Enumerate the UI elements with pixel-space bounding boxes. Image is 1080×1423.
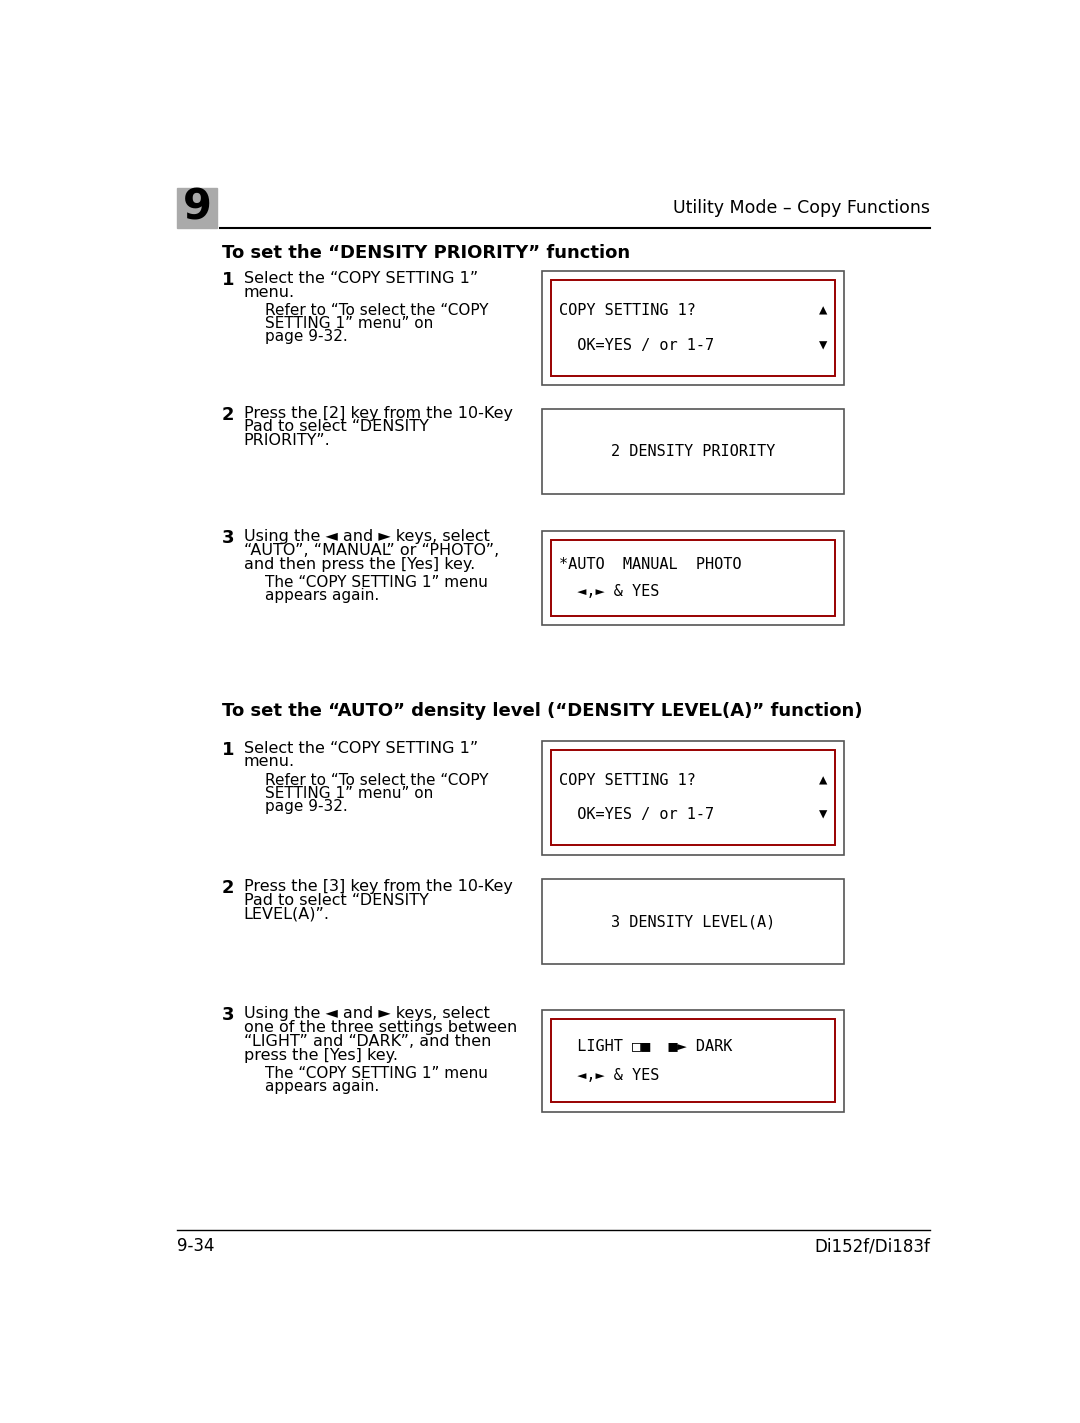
Bar: [542, 879, 845, 963]
Text: Using the ◄ and ► keys, select: Using the ◄ and ► keys, select: [243, 529, 489, 544]
Text: ◄,► & YES: ◄,► & YES: [559, 1069, 659, 1083]
Text: 2: 2: [221, 879, 234, 896]
Text: appears again.: appears again.: [266, 588, 379, 603]
Text: Select the “COPY SETTING 1”: Select the “COPY SETTING 1”: [243, 740, 477, 756]
Text: The “COPY SETTING 1” menu: The “COPY SETTING 1” menu: [266, 575, 488, 591]
Text: SETTING 1” menu” on: SETTING 1” menu” on: [266, 316, 433, 332]
Text: To set the “AUTO” density level (“DENSITY LEVEL(A)” function): To set the “AUTO” density level (“DENSIT…: [221, 702, 862, 720]
Text: OK=YES / or 1-7: OK=YES / or 1-7: [559, 807, 714, 822]
Text: appears again.: appears again.: [266, 1080, 379, 1094]
Bar: [542, 531, 845, 625]
Text: 9-34: 9-34: [177, 1238, 214, 1255]
Bar: [542, 410, 845, 494]
Text: page 9-32.: page 9-32.: [266, 329, 348, 344]
Text: SETTING 1” menu” on: SETTING 1” menu” on: [266, 785, 433, 801]
Bar: [542, 270, 845, 384]
Text: Using the ◄ and ► keys, select: Using the ◄ and ► keys, select: [243, 1006, 489, 1022]
Text: ◄,► & YES: ◄,► & YES: [559, 585, 659, 599]
Text: 2 DENSITY PRIORITY: 2 DENSITY PRIORITY: [611, 444, 775, 460]
Text: 3: 3: [221, 1006, 234, 1025]
Text: 2: 2: [221, 406, 234, 424]
Text: OK=YES / or 1-7: OK=YES / or 1-7: [559, 337, 714, 353]
Text: *AUTO  MANUAL  PHOTO: *AUTO MANUAL PHOTO: [559, 556, 742, 572]
Text: Utility Mode – Copy Functions: Utility Mode – Copy Functions: [673, 199, 930, 216]
Text: Di152f/Di183f: Di152f/Di183f: [814, 1238, 930, 1255]
Bar: [551, 541, 835, 616]
Text: LEVEL(A)”.: LEVEL(A)”.: [243, 906, 329, 922]
Text: menu.: menu.: [243, 285, 295, 300]
Text: and then press the [Yes] key.: and then press the [Yes] key.: [243, 556, 475, 572]
Text: COPY SETTING 1?: COPY SETTING 1?: [559, 303, 696, 319]
Bar: [551, 280, 835, 376]
Text: “LIGHT” and “DARK”, and then: “LIGHT” and “DARK”, and then: [243, 1035, 491, 1049]
Text: 3 DENSITY LEVEL(A): 3 DENSITY LEVEL(A): [611, 914, 775, 929]
Bar: [542, 740, 845, 855]
Text: LIGHT □■  ■► DARK: LIGHT □■ ■► DARK: [559, 1039, 732, 1053]
Text: Refer to “To select the “COPY: Refer to “To select the “COPY: [266, 773, 489, 788]
Text: 1: 1: [221, 270, 234, 289]
Text: one of the three settings between: one of the three settings between: [243, 1020, 516, 1035]
Text: To set the “DENSITY PRIORITY” function: To set the “DENSITY PRIORITY” function: [221, 243, 630, 262]
Text: Pad to select “DENSITY: Pad to select “DENSITY: [243, 420, 429, 434]
Text: PRIORITY”.: PRIORITY”.: [243, 434, 330, 448]
Text: The “COPY SETTING 1” menu: The “COPY SETTING 1” menu: [266, 1066, 488, 1081]
Text: COPY SETTING 1?: COPY SETTING 1?: [559, 773, 696, 788]
Text: Select the “COPY SETTING 1”: Select the “COPY SETTING 1”: [243, 270, 477, 286]
Text: Pad to select “DENSITY: Pad to select “DENSITY: [243, 894, 429, 908]
Text: ▲: ▲: [819, 773, 827, 787]
Bar: [542, 1010, 845, 1111]
Text: ▼: ▼: [819, 339, 827, 351]
Text: menu.: menu.: [243, 754, 295, 770]
Text: “AUTO”, “MANUAL” or “PHOTO”,: “AUTO”, “MANUAL” or “PHOTO”,: [243, 542, 499, 558]
Bar: [551, 1019, 835, 1103]
Text: Press the [3] key from the 10-Key: Press the [3] key from the 10-Key: [243, 879, 512, 894]
Text: 1: 1: [221, 740, 234, 758]
Text: 3: 3: [221, 529, 234, 546]
Text: ▲: ▲: [819, 303, 827, 317]
Bar: [177, 188, 217, 228]
Text: Refer to “To select the “COPY: Refer to “To select the “COPY: [266, 303, 489, 319]
Text: press the [Yes] key.: press the [Yes] key.: [243, 1047, 397, 1063]
Text: page 9-32.: page 9-32.: [266, 800, 348, 814]
Text: Press the [2] key from the 10-Key: Press the [2] key from the 10-Key: [243, 406, 513, 421]
Text: ▼: ▼: [819, 808, 827, 821]
Text: 9: 9: [183, 186, 212, 229]
Bar: [551, 750, 835, 845]
